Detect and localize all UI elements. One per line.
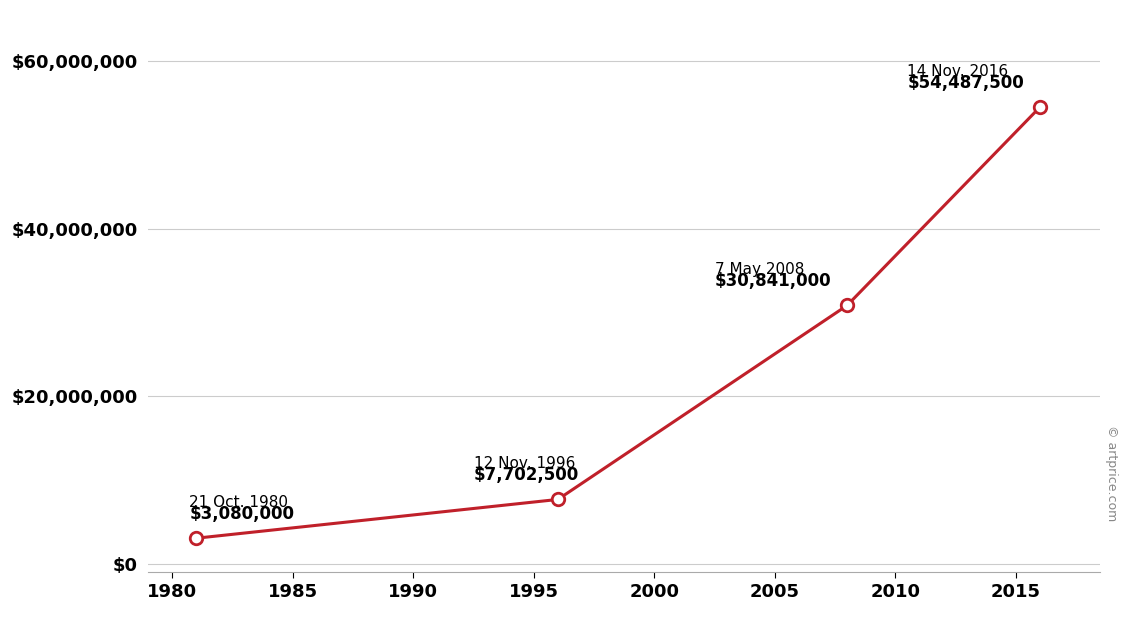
Text: 7 May 2008: 7 May 2008 xyxy=(715,262,804,277)
Text: 12 Nov. 1996: 12 Nov. 1996 xyxy=(473,456,575,471)
Text: 21 Oct. 1980: 21 Oct. 1980 xyxy=(189,495,288,509)
Text: $3,080,000: $3,080,000 xyxy=(189,505,294,523)
Text: © artprice.com: © artprice.com xyxy=(1105,425,1118,522)
Text: $54,487,500: $54,487,500 xyxy=(907,74,1024,92)
Text: $30,841,000: $30,841,000 xyxy=(715,272,831,291)
Text: 14 Nov. 2016: 14 Nov. 2016 xyxy=(907,64,1009,79)
Text: $7,702,500: $7,702,500 xyxy=(473,466,579,485)
